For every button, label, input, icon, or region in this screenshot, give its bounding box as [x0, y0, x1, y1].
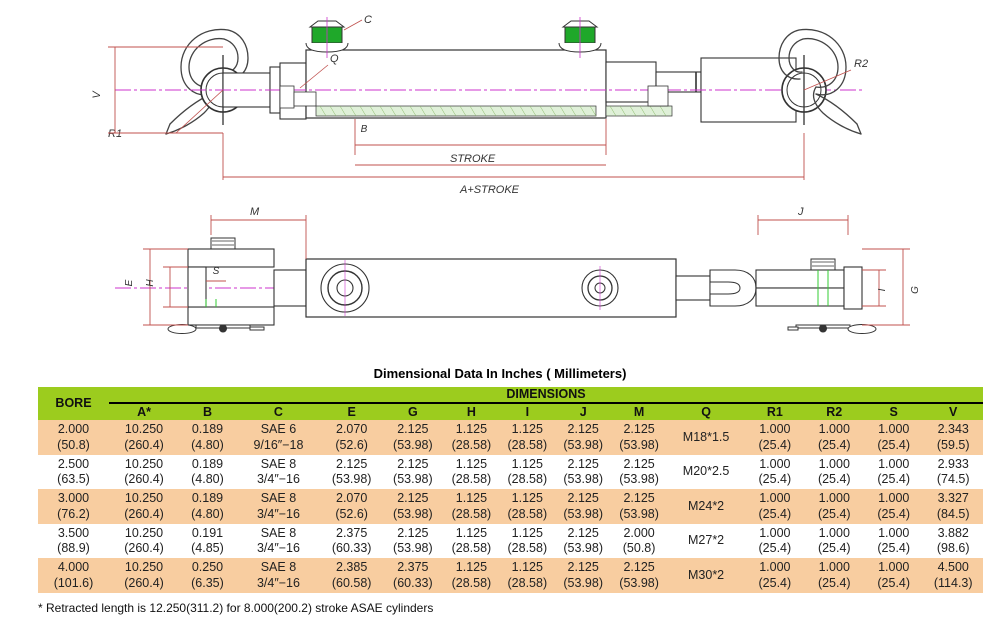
svg-text:H: H — [145, 279, 156, 287]
svg-text:J: J — [797, 206, 804, 218]
svg-text:Q: Q — [330, 53, 339, 65]
svg-text:R2: R2 — [854, 58, 868, 70]
svg-text:C: C — [364, 14, 372, 26]
svg-text:G: G — [910, 286, 921, 294]
svg-text:M: M — [250, 206, 260, 218]
svg-text:A+STROKE: A+STROKE — [459, 184, 520, 196]
svg-text:S: S — [213, 266, 220, 277]
svg-text:STROKE: STROKE — [450, 153, 496, 165]
svg-text:E: E — [124, 279, 135, 286]
svg-text:I: I — [877, 288, 888, 291]
svg-text:V: V — [91, 90, 103, 99]
svg-text:B: B — [361, 124, 368, 135]
